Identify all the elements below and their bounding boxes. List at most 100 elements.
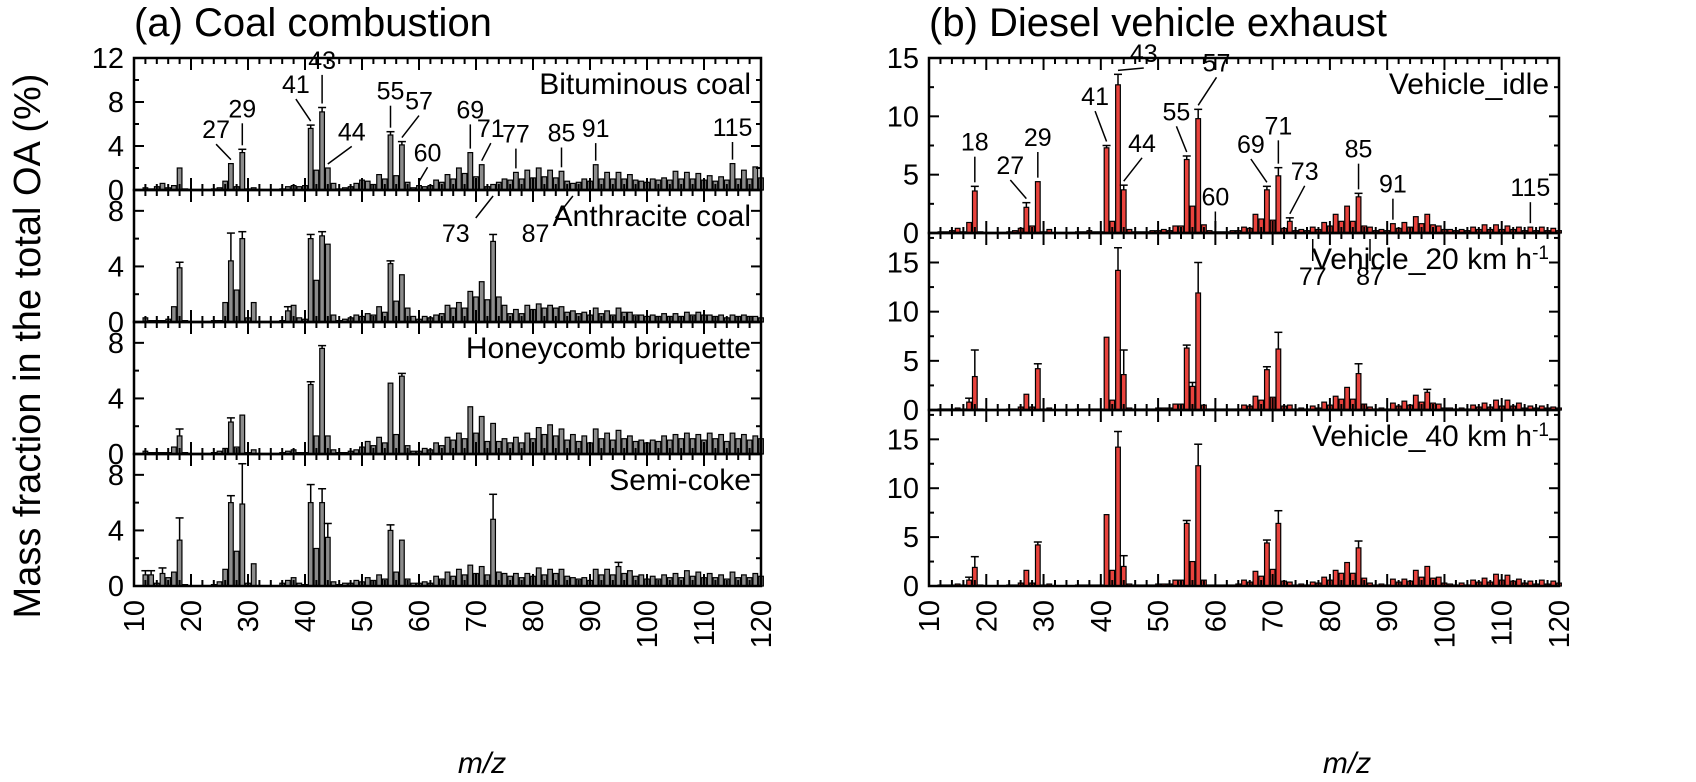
bar-mz-18 xyxy=(176,267,183,323)
y-tick-label: 4 xyxy=(108,131,124,163)
bar-mz-53 xyxy=(376,436,383,455)
bar-mz-67 xyxy=(1252,213,1259,234)
y-tick-label: 15 xyxy=(887,43,919,75)
bar-mz-83 xyxy=(1344,561,1351,587)
bar-mz-13 xyxy=(148,574,155,587)
bar-mz-81 xyxy=(535,303,542,323)
x-tick-label: 10 xyxy=(914,600,946,632)
bar-mz-71 xyxy=(478,281,485,323)
annotation-mz-71: 71 xyxy=(477,115,505,143)
annotation-mz-77: 77 xyxy=(502,121,530,149)
bar-mz-107 xyxy=(683,311,690,323)
bar-mz-67 xyxy=(455,167,462,191)
y-tick-label: 5 xyxy=(903,522,919,554)
panel-group-b: (b) Diesel vehicle exhaust 0 5 10 15 Vehicle_… xyxy=(887,1,1576,648)
bar-mz-41 xyxy=(1103,336,1110,411)
bar-mz-69 xyxy=(467,290,474,323)
annotation-leader-27 xyxy=(1009,179,1027,200)
panel-anthracite-coal: 0 4 8 Anthracite coal xyxy=(108,188,764,339)
bar-mz-71 xyxy=(478,164,485,191)
annotation-mz-115: 115 xyxy=(1510,174,1550,202)
bar-mz-83 xyxy=(547,568,554,587)
x-tick-label: 50 xyxy=(1143,600,1175,632)
y-tick-label: 10 xyxy=(887,297,919,329)
bar-mz-42 xyxy=(313,279,320,323)
annotation-mz-115: 115 xyxy=(713,114,753,142)
bar-mz-63 xyxy=(433,179,440,191)
bar-mz-75 xyxy=(501,572,508,587)
bar-mz-111 xyxy=(1504,399,1511,411)
bar-mz-91 xyxy=(592,307,599,323)
bar-mz-109 xyxy=(695,311,702,323)
bar-mz-67 xyxy=(455,432,462,455)
y-tick-label: 15 xyxy=(887,424,919,456)
bar-mz-95 xyxy=(615,171,622,191)
bar-mz-79 xyxy=(524,304,531,323)
bar-mz-65 xyxy=(444,436,451,455)
bar-mz-65 xyxy=(444,571,451,587)
bar-mz-115 xyxy=(729,432,736,455)
bar-mz-71 xyxy=(1275,522,1282,587)
bar-mz-95 xyxy=(615,307,622,323)
bar-mz-109 xyxy=(1493,573,1499,587)
bar-mz-105 xyxy=(672,433,679,455)
panel-frame xyxy=(927,408,1561,588)
bar-mz-65 xyxy=(444,174,451,191)
bar-mz-83 xyxy=(547,169,554,191)
bar-mz-117 xyxy=(740,574,747,587)
bar-mz-113 xyxy=(718,433,725,455)
annotation-mz-69: 69 xyxy=(456,96,484,124)
y-tick-label: 12 xyxy=(92,43,124,75)
bar-mz-71 xyxy=(478,415,485,455)
bar-mz-109 xyxy=(695,571,702,587)
bar-mz-57 xyxy=(398,144,405,191)
annotation-leader-44 xyxy=(327,145,353,165)
annotation-mz-43: 43 xyxy=(308,47,336,75)
bar-mz-75 xyxy=(501,304,508,323)
annotation-leader-60 xyxy=(418,166,429,182)
bar-mz-69 xyxy=(1263,189,1270,234)
annotation-mz-91: 91 xyxy=(1379,171,1407,199)
bar-mz-111 xyxy=(706,175,713,191)
bar-mz-57 xyxy=(398,539,405,587)
annotation-leader-41 xyxy=(1094,110,1108,142)
bar-mz-69 xyxy=(467,152,474,191)
bar-mz-27 xyxy=(227,421,234,455)
bar-mz-53 xyxy=(376,306,383,323)
bar-mz-105 xyxy=(672,170,679,191)
bar-mz-27 xyxy=(1023,569,1030,587)
bar-mz-81 xyxy=(535,567,542,587)
y-tick-label: 5 xyxy=(903,160,919,192)
bar-mz-111 xyxy=(1504,574,1511,587)
x-tick-label: 20 xyxy=(971,600,1003,632)
x-tick-label: 90 xyxy=(1372,600,1404,632)
bar-mz-29 xyxy=(239,503,246,587)
bar-mz-71 xyxy=(478,565,485,587)
bar-mz-103 xyxy=(661,435,668,455)
x-tick-label: 80 xyxy=(1315,600,1347,632)
bar-mz-51 xyxy=(364,313,371,323)
annotation-mz-27: 27 xyxy=(996,152,1024,180)
bar-mz-29 xyxy=(239,238,246,323)
bar-mz-44 xyxy=(1120,189,1127,234)
annotation-mz-71: 71 xyxy=(1264,112,1292,140)
bar-mz-89 xyxy=(581,178,588,191)
bar-mz-97 xyxy=(1424,565,1431,587)
bar-mz-107 xyxy=(683,570,690,587)
annotation-leader-27 xyxy=(215,143,232,161)
annotation-mz-85: 85 xyxy=(548,120,576,148)
bar-mz-119 xyxy=(752,435,759,455)
x-tick-label: 80 xyxy=(518,600,550,632)
bar-mz-71 xyxy=(1275,175,1282,234)
x-tick-label: 50 xyxy=(347,600,379,632)
bar-mz-29 xyxy=(1034,368,1041,411)
y-tick-label: 0 xyxy=(108,175,124,207)
y-tick-label: 4 xyxy=(108,251,124,283)
bar-mz-85 xyxy=(558,568,565,587)
panel-label: Honeycomb briquette xyxy=(466,332,751,365)
bar-mz-43 xyxy=(319,235,326,323)
y-tick-label: 4 xyxy=(108,515,124,547)
bar-mz-55 xyxy=(1183,347,1190,411)
y-tick-label: 0 xyxy=(903,218,919,250)
